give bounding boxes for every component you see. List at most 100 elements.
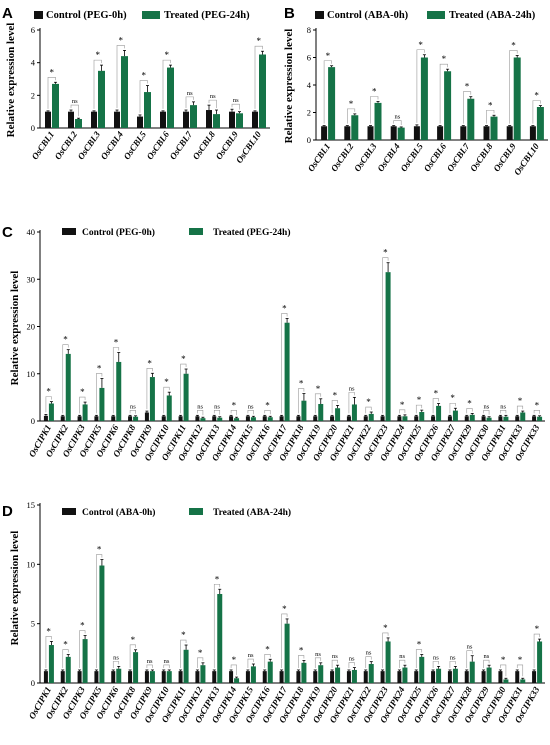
significance-bracket [146, 664, 153, 668]
significance-label: ns [332, 653, 338, 660]
significance-label: * [147, 358, 152, 368]
bar-treated [183, 373, 189, 421]
bar-treated [250, 666, 256, 683]
significance-bracket [163, 664, 170, 668]
significance-bracket [231, 103, 240, 110]
bar-treated [82, 404, 88, 421]
bar-control [94, 416, 99, 421]
bar-treated [444, 71, 452, 140]
bar-control [279, 671, 284, 683]
significance-label: * [418, 40, 423, 50]
bar-treated [436, 668, 442, 683]
significance-bracket [314, 657, 322, 668]
bar-treated [52, 83, 59, 128]
significance-bracket [230, 410, 237, 416]
significance-label: * [488, 100, 493, 110]
bar-control [515, 416, 520, 421]
bar-treated [486, 667, 492, 683]
bar-treated [351, 669, 357, 683]
bar-treated [368, 413, 374, 421]
significance-bracket [93, 59, 102, 109]
bar-treated [236, 113, 243, 128]
bar-control [460, 126, 467, 140]
bar-treated [99, 387, 105, 421]
bar-treated [318, 403, 324, 421]
significance-label: * [96, 50, 101, 60]
significance-bracket [483, 659, 490, 668]
bar-control [367, 126, 374, 140]
bar-treated [284, 623, 290, 683]
significance-bracket [348, 662, 355, 668]
significance-bracket [298, 655, 305, 668]
significance-label: ns [399, 653, 405, 660]
significance-label: * [257, 36, 262, 46]
bar-treated [121, 56, 128, 129]
significance-label: * [165, 50, 170, 60]
y-tick-label: 40 [27, 227, 36, 237]
significance-label: ns [248, 652, 254, 659]
bar-treated [452, 410, 458, 421]
bar-control [262, 671, 267, 683]
bar-control [296, 416, 301, 421]
bar-control [414, 671, 419, 683]
significance-bracket [254, 45, 263, 109]
significance-bracket [264, 410, 271, 415]
significance-label: * [535, 624, 540, 634]
bar-control [229, 416, 234, 421]
bar-treated [467, 98, 475, 140]
bar-treated [318, 665, 324, 683]
significance-label: ns [113, 654, 119, 661]
significance-bracket [112, 661, 120, 668]
significance-bracket [532, 100, 541, 124]
legend-swatch-control [62, 228, 76, 235]
significance-label: * [50, 67, 55, 77]
significance-bracket [463, 91, 472, 124]
significance-bracket [348, 392, 355, 414]
significance-label: ns [214, 403, 220, 410]
bar-control [390, 126, 397, 140]
significance-label: * [265, 644, 270, 654]
bar-control [144, 671, 149, 683]
significance-label: ns [483, 403, 489, 410]
significance-bracket [314, 393, 322, 414]
significance-label: * [349, 99, 354, 109]
significance-bracket [162, 59, 171, 109]
significance-bracket [62, 344, 69, 414]
significance-label: * [215, 574, 220, 584]
significance-label: * [534, 91, 539, 101]
significance-bracket [197, 410, 204, 416]
category-label: OsCBL1 [306, 141, 333, 173]
bar-control [344, 126, 351, 140]
panel-a-y-axis-title: Relative expression level [5, 23, 17, 138]
bar-treated [520, 679, 526, 683]
y-tick-label: 15 [27, 500, 36, 510]
bar-treated [513, 57, 521, 140]
panel-d-y-axis-title: Relative expression level [9, 531, 21, 646]
legend-swatch-treated [142, 11, 160, 19]
legend-label-treated: Treated (ABA-24h) [213, 507, 291, 518]
significance-bracket [247, 410, 254, 415]
bar-treated [116, 668, 122, 683]
significance-label: * [535, 400, 540, 410]
panel-d-label: D [2, 503, 13, 520]
bar-control [43, 415, 48, 421]
significance-bracket [96, 373, 103, 414]
bar-treated [190, 105, 197, 128]
bar-control [245, 416, 250, 421]
bar-treated [200, 665, 206, 683]
y-tick-label: 0 [307, 135, 311, 145]
bar-treated [328, 67, 336, 140]
bar-treated [217, 594, 223, 683]
bar-treated [419, 412, 425, 421]
bar-control [111, 416, 116, 421]
significance-label: ns [349, 385, 355, 392]
panel-c: C Relative expression level Control (PEG… [2, 224, 545, 463]
significance-label: * [372, 87, 377, 97]
bar-treated [267, 417, 273, 421]
legend-swatch-treated [189, 508, 203, 515]
bar-control [68, 111, 74, 128]
bar-treated [397, 127, 405, 140]
bar-control [431, 671, 436, 683]
bar-control [431, 416, 436, 421]
bar-treated [116, 361, 122, 421]
